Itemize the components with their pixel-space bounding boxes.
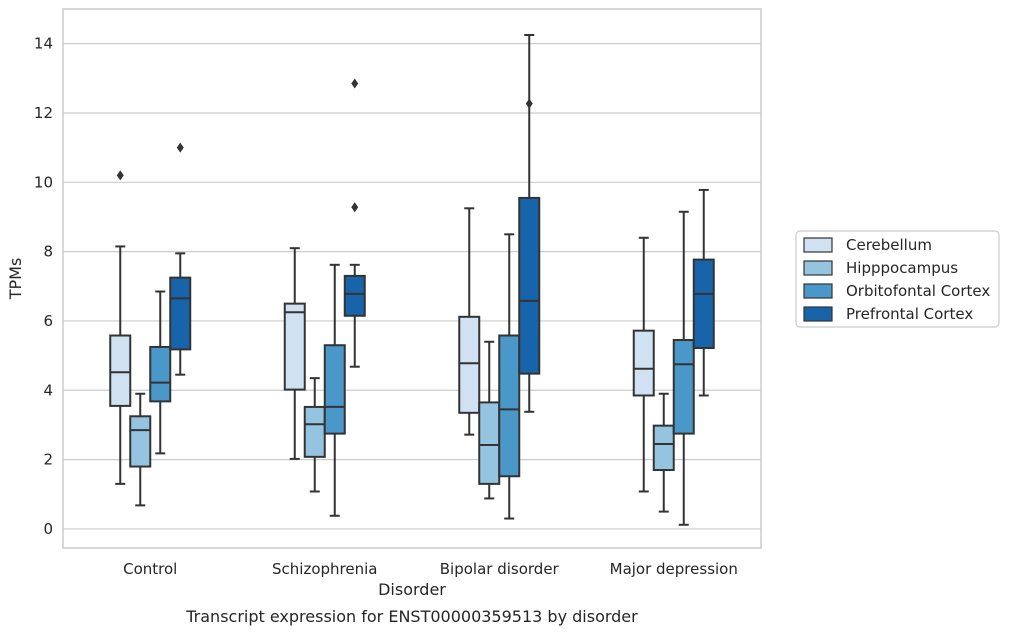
iqr-box	[109, 334, 132, 407]
iqr-box	[149, 345, 172, 403]
legend-label: Hipppocampus	[846, 259, 958, 277]
y-tick-label: 4	[43, 381, 53, 399]
y-tick-label: 8	[43, 243, 53, 261]
box-group	[672, 210, 695, 526]
iqr-box	[323, 344, 346, 435]
legend-swatch	[803, 237, 833, 253]
box-group	[498, 233, 521, 520]
boxes	[109, 33, 715, 526]
y-tick-label: 12	[34, 104, 53, 122]
box-group	[169, 142, 192, 376]
iqr-box	[458, 315, 481, 414]
legend-label: Prefrontal Cortex	[846, 305, 973, 323]
box-group	[109, 170, 132, 485]
plot-frame	[62, 8, 762, 549]
iqr-box	[129, 415, 152, 468]
y-tick-labels: 0 2 4 6 8 10 12 14	[34, 35, 53, 538]
legend-label: Cerebellum	[846, 236, 932, 254]
y-tick-label: 10	[34, 173, 53, 191]
legend-swatch	[803, 306, 833, 322]
outlier-point	[351, 202, 359, 213]
iqr-box	[478, 401, 501, 485]
iqr-box	[652, 424, 675, 472]
x-tick-label: Bipolar disorder	[440, 560, 560, 578]
box-group	[478, 340, 501, 500]
box-group	[129, 392, 152, 507]
outlier-point	[351, 78, 359, 89]
iqr-box	[692, 258, 715, 349]
y-tick-label: 0	[43, 520, 53, 538]
iqr-box	[343, 274, 366, 317]
legend: Cerebellum Hipppocampus Orbitofontal Corte…	[795, 230, 1000, 328]
legend-frame	[795, 230, 1000, 328]
y-tick-label: 14	[34, 35, 53, 53]
y-tick-label: 6	[43, 312, 53, 330]
outlier-point	[525, 98, 533, 109]
y-tick-label: 2	[43, 451, 53, 469]
x-tick-label: Control	[123, 560, 177, 578]
iqr-box	[498, 334, 521, 478]
box-group	[303, 377, 326, 493]
x-axis-title: Disorder	[378, 580, 446, 599]
figure-caption: Transcript expression for ENST0000035951…	[185, 607, 638, 626]
box-group	[149, 290, 172, 455]
box-group	[458, 207, 481, 436]
box-group	[652, 392, 675, 513]
outlier-point	[116, 170, 124, 181]
box-group	[692, 188, 715, 397]
iqr-box	[169, 276, 192, 351]
iqr-box	[303, 405, 326, 458]
box-group	[323, 263, 346, 517]
legend-swatch	[803, 260, 833, 276]
box-group	[343, 78, 366, 368]
box-group	[283, 247, 306, 460]
x-tick-label: Schizophrenia	[272, 560, 377, 578]
outlier-point	[176, 142, 184, 153]
iqr-box	[518, 196, 541, 375]
y-axis-title: TPMs	[6, 258, 25, 301]
iqr-box	[283, 302, 306, 391]
box-group	[518, 33, 541, 413]
iqr-box	[672, 339, 695, 435]
x-tick-label: Major depression	[610, 560, 738, 578]
legend-label: Orbitofontal Cortex	[846, 282, 990, 300]
legend-swatch	[803, 283, 833, 299]
iqr-box	[632, 329, 655, 397]
x-tick-labels: Control Schizophrenia Bipolar disorder Majo…	[123, 560, 738, 578]
box-group	[632, 236, 655, 493]
